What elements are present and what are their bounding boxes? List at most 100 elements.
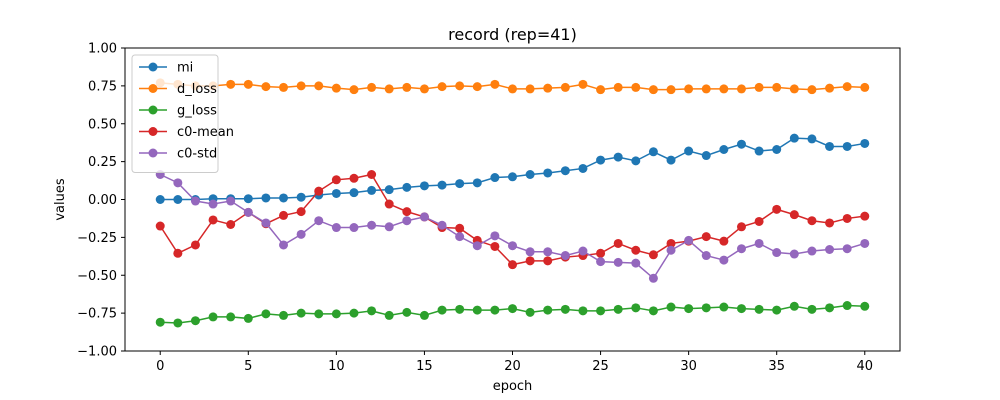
data-point-mi xyxy=(472,178,482,188)
data-point-mi xyxy=(173,195,183,204)
x-tick-label: 15 xyxy=(416,359,433,374)
legend: mi d_loss g_loss c0-mean c0-std xyxy=(131,54,234,173)
data-point-d_loss xyxy=(261,82,271,92)
data-point-g_loss xyxy=(490,305,500,315)
chart-title: record (rep=41) xyxy=(448,25,577,44)
data-point-d_loss xyxy=(631,82,641,92)
data-point-d_loss xyxy=(719,84,729,94)
data-point-c0-mean xyxy=(384,199,394,209)
plot-area xyxy=(155,78,870,328)
data-point-d_loss xyxy=(842,82,852,92)
data-point-mi xyxy=(367,185,377,195)
data-point-c0-mean xyxy=(208,215,218,225)
legend-label: g_loss xyxy=(177,104,217,119)
x-tick-label: 40 xyxy=(856,359,873,374)
legend-item-g_loss: g_loss xyxy=(139,104,217,119)
data-point-g_loss xyxy=(631,303,641,313)
data-point-g_loss xyxy=(419,310,429,320)
data-point-c0-mean xyxy=(455,223,465,233)
data-point-d_loss xyxy=(543,83,553,93)
data-point-g_loss xyxy=(279,310,289,320)
data-point-mi xyxy=(666,155,676,165)
data-point-c0-std xyxy=(314,216,324,226)
data-point-c0-mean xyxy=(701,232,711,242)
data-point-mi xyxy=(596,155,606,165)
data-point-c0-mean xyxy=(842,213,852,223)
data-point-c0-std xyxy=(296,229,306,239)
data-point-d_loss xyxy=(648,85,658,95)
data-point-c0-std xyxy=(173,178,183,188)
data-point-mi xyxy=(736,139,746,149)
data-point-c0-mean xyxy=(613,238,623,248)
series-mi xyxy=(155,133,870,204)
data-point-d_loss xyxy=(296,81,306,91)
data-point-c0-std xyxy=(508,241,517,251)
data-point-mi xyxy=(560,166,570,176)
data-point-g_loss xyxy=(261,309,271,319)
data-point-mi xyxy=(279,193,289,203)
data-point-c0-std xyxy=(719,255,729,265)
data-point-c0-mean xyxy=(666,238,676,248)
data-point-c0-mean xyxy=(525,256,535,266)
y-axis-label: values xyxy=(53,178,68,221)
data-point-d_loss xyxy=(226,79,236,89)
legend-item-c0-std: c0-std xyxy=(139,147,217,162)
data-point-d_loss xyxy=(402,82,412,92)
data-point-c0-mean xyxy=(596,248,606,258)
data-point-d_loss xyxy=(596,85,606,95)
data-point-d_loss xyxy=(666,85,676,95)
x-tick-label: 5 xyxy=(244,359,252,374)
legend-label: d_loss xyxy=(177,82,217,97)
data-point-c0-std xyxy=(402,216,412,226)
data-point-mi xyxy=(842,141,852,151)
data-point-c0-std xyxy=(754,238,764,248)
y-tick-label: 1.00 xyxy=(88,42,117,57)
data-point-g_loss xyxy=(226,312,236,322)
data-point-g_loss xyxy=(243,313,253,323)
data-point-g_loss xyxy=(648,306,658,316)
data-point-g_loss xyxy=(508,304,517,314)
data-point-c0-std xyxy=(261,218,271,228)
data-point-d_loss xyxy=(419,84,429,94)
data-point-mi xyxy=(789,133,799,143)
data-point-mi xyxy=(754,146,764,156)
data-point-d_loss xyxy=(736,84,746,94)
y-tick-label: 0.50 xyxy=(88,117,117,132)
y-tick-label: −0.50 xyxy=(77,269,117,284)
data-point-c0-std xyxy=(384,222,394,232)
data-point-c0-std xyxy=(825,245,835,254)
x-tick-label: 35 xyxy=(768,359,785,374)
data-point-c0-mean xyxy=(314,186,324,196)
legend-swatch-marker xyxy=(148,62,158,72)
data-point-g_loss xyxy=(613,304,623,314)
x-tick-label: 0 xyxy=(156,359,164,374)
data-point-c0-std xyxy=(279,240,289,250)
data-point-c0-mean xyxy=(296,207,306,217)
data-point-d_loss xyxy=(455,81,465,91)
data-point-d_loss xyxy=(613,82,623,92)
data-point-c0-std xyxy=(349,223,359,233)
data-point-g_loss xyxy=(437,305,447,315)
data-point-g_loss xyxy=(349,308,359,318)
data-point-g_loss xyxy=(155,317,165,327)
data-point-c0-mean xyxy=(490,241,500,251)
data-point-d_loss xyxy=(560,82,570,92)
x-tick-label: 10 xyxy=(328,359,345,374)
x-axis-label: epoch xyxy=(493,379,533,394)
y-tick-label: 0.00 xyxy=(88,193,117,208)
data-point-mi xyxy=(261,193,271,203)
data-point-mi xyxy=(331,188,341,198)
data-point-g_loss xyxy=(684,304,694,314)
data-point-d_loss xyxy=(754,82,764,92)
data-point-g_loss xyxy=(719,302,729,312)
data-point-c0-std xyxy=(560,251,570,261)
data-point-c0-mean xyxy=(543,256,553,266)
data-point-mi xyxy=(613,152,623,162)
data-point-mi xyxy=(825,141,835,151)
data-point-g_loss xyxy=(701,303,711,313)
data-point-mi xyxy=(437,180,447,190)
data-point-c0-mean xyxy=(772,204,782,214)
data-point-g_loss xyxy=(736,304,746,314)
data-point-d_loss xyxy=(349,85,359,95)
